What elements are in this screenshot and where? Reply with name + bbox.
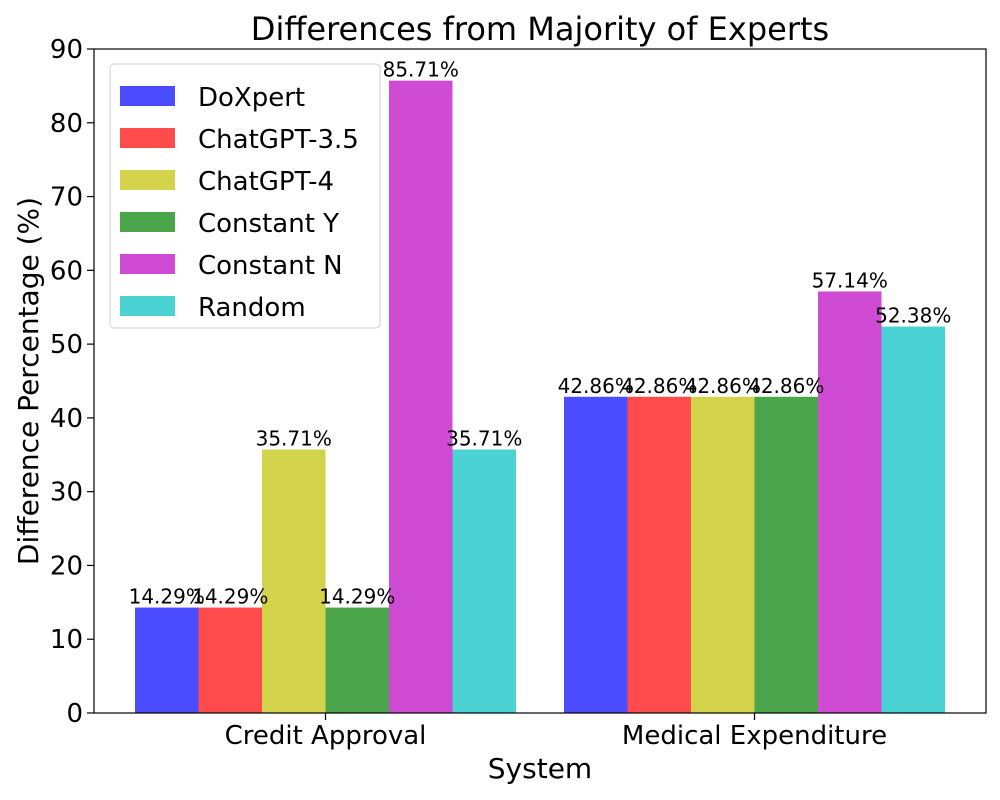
legend-label: Random (198, 293, 306, 323)
bar-value-label: 42.86% (685, 374, 761, 398)
y-tick-label: 50 (50, 330, 83, 360)
legend-swatch (120, 296, 175, 316)
bar-value-label: 35.71% (446, 427, 522, 451)
bars-group (135, 80, 945, 713)
x-tick-label: Medical Expenditure (622, 721, 887, 751)
y-tick-label: 0 (66, 699, 83, 729)
y-axis: 0 10 20 30 40 50 60 70 80 90 (50, 35, 94, 729)
y-tick-label: 70 (50, 183, 83, 213)
x-tick-label: Credit Approval (225, 721, 427, 751)
legend-swatch (120, 128, 175, 148)
bar (262, 449, 326, 713)
bar (754, 396, 818, 713)
y-axis-label: Difference Percentage (%) (12, 197, 45, 565)
bar-value-label: 85.71% (383, 58, 459, 82)
legend-frame (109, 63, 381, 329)
plot-frame (93, 48, 987, 714)
legend-swatch (120, 212, 175, 232)
bar-value-label: 52.38% (875, 304, 951, 328)
bar-value-label: 14.29% (129, 585, 205, 609)
bar (389, 80, 453, 713)
legend: DoXpert ChatGPT-3.5 ChatGPT-4 Constant Y Con… (109, 63, 381, 329)
x-axis-label: System (488, 752, 592, 785)
y-tick-label: 90 (50, 35, 83, 65)
bar (325, 607, 389, 713)
y-tick-label: 30 (50, 478, 83, 508)
x-axis: Credit Approval Medical Expenditure (225, 713, 887, 751)
legend-label: Constant Y (198, 209, 339, 239)
bar (818, 291, 882, 713)
y-tick-label: 10 (50, 625, 83, 655)
bar (198, 607, 262, 713)
bar (881, 326, 945, 713)
legend-swatch (120, 170, 175, 190)
bar-value-label: 35.71% (256, 427, 332, 451)
value-labels-group: 14.29% 42.86% 14.29% 42.86% 35.71% 42.86% 14.2… (129, 58, 952, 609)
chart-title: Differences from Majority of Experts (251, 10, 829, 48)
bar-value-label: 14.29% (319, 585, 395, 609)
legend-label: ChatGPT-4 (198, 167, 334, 197)
y-tick-label: 60 (50, 256, 83, 286)
bar (452, 449, 516, 713)
bar-value-label: 42.86% (558, 374, 634, 398)
bar-value-label: 57.14% (812, 268, 888, 292)
bar (135, 607, 199, 713)
legend-swatch (120, 254, 175, 274)
legend-label: DoXpert (198, 83, 305, 113)
y-tick-label: 40 (50, 404, 83, 434)
bar (564, 396, 628, 713)
bar-value-label: 42.86% (748, 374, 824, 398)
y-tick-label: 80 (50, 109, 83, 139)
legend-label: ChatGPT-3.5 (198, 125, 359, 155)
bar-value-label: 14.29% (192, 585, 268, 609)
legend-swatch (120, 86, 175, 106)
bar-value-label: 42.86% (621, 374, 697, 398)
bar (691, 396, 755, 713)
bar (627, 396, 691, 713)
y-tick-label: 20 (50, 551, 83, 581)
legend-label: Constant N (198, 251, 343, 281)
